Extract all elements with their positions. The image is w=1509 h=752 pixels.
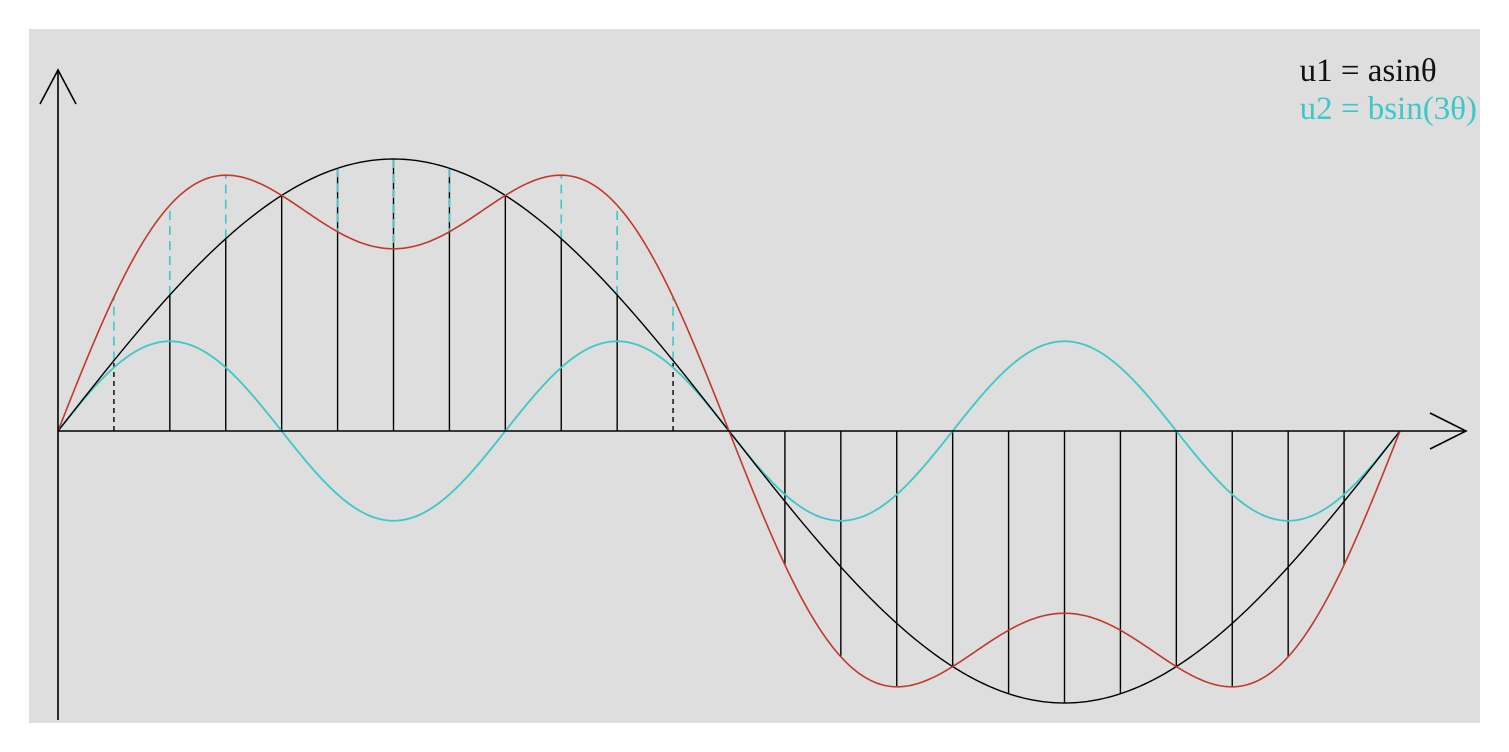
x-axis-arrow (1429, 412, 1468, 450)
hatch-lines (113, 159, 1345, 703)
chart-panel (29, 29, 1480, 723)
legend-u1: u1 = asinθ (1299, 53, 1437, 89)
legend-u2: u2 = bsin(3θ) (1299, 91, 1477, 127)
axes (39, 68, 1468, 720)
y-axis-arrow (39, 68, 77, 105)
legend: u1 = asinθ u2 = bsin(3θ) (1300, 52, 1477, 128)
